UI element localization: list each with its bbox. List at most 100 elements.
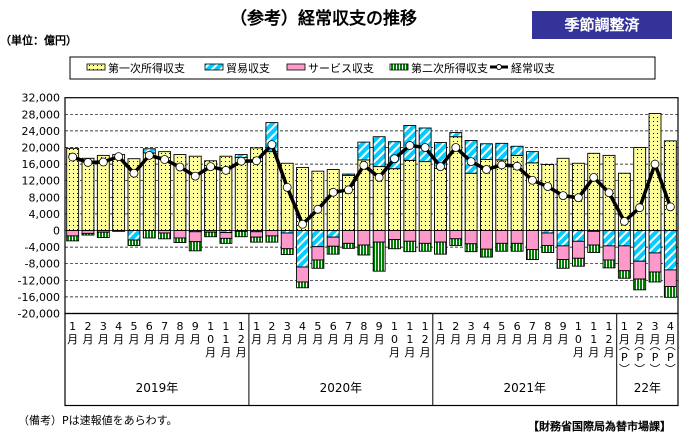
bar-trade — [480, 143, 493, 160]
x-tick-label: 月 — [312, 333, 323, 346]
bar-services — [556, 245, 570, 260]
current-account-point — [604, 188, 614, 198]
x-tick-label: 2 — [606, 333, 613, 346]
x-tick-label: 5 — [130, 320, 137, 333]
x-tick-label: 4 — [115, 320, 122, 333]
bar-services — [326, 236, 340, 247]
y-tick-label: 8,000 — [29, 191, 61, 204]
y-tick-label: 24,000 — [22, 125, 61, 138]
x-tick-label: 6 — [146, 320, 153, 333]
x-tick-label: 月 — [450, 333, 461, 346]
legend-swatch — [286, 63, 306, 71]
x-tick-label: 4 — [667, 320, 674, 333]
current-account-point — [528, 175, 537, 185]
bar-services — [311, 246, 325, 261]
bar-secondary-income — [311, 259, 325, 269]
bar-primary-income — [81, 157, 95, 231]
bar-secondary-income — [250, 236, 263, 243]
paren-bottom — [619, 363, 630, 367]
bar-services — [372, 230, 386, 243]
bar-trade — [296, 230, 309, 268]
seasonally-adjusted-badge: 季節調整済 — [532, 11, 672, 39]
bar-trade — [495, 142, 509, 161]
x-tick-label: 月 — [650, 333, 661, 346]
legend-label: 貿易収支 — [226, 62, 270, 75]
current-account-line — [72, 141, 672, 228]
x-tick-label: 3 — [468, 320, 475, 333]
x-tick-label: 2 — [636, 320, 643, 333]
current-account-point — [144, 150, 154, 160]
x-tick-label: 月 — [113, 333, 124, 346]
x-tick-label: 月 — [297, 333, 308, 346]
current-account-point — [482, 165, 491, 174]
x-tick-label: 2 — [452, 320, 459, 333]
bar-secondary-income — [342, 242, 355, 249]
bar-secondary-income — [81, 232, 95, 236]
x-tick-label: 9 — [192, 320, 199, 333]
bar-secondary-income — [142, 230, 156, 239]
x-tick-label: 月 — [67, 333, 78, 346]
bar-primary-income — [587, 152, 601, 231]
x-tick-label: 1 — [253, 320, 260, 333]
bar-secondary-income — [204, 231, 218, 238]
current-account-point — [497, 160, 507, 170]
y-tick-label: -12,000 — [18, 274, 60, 287]
x-tick-label: 月 — [374, 333, 385, 346]
bar-primary-income — [418, 161, 432, 231]
bar-trade — [648, 230, 662, 254]
bar-primary-income — [434, 167, 447, 231]
x-tick-label: 月 — [496, 333, 507, 346]
year-label: 2021年 — [503, 381, 546, 395]
bar-secondary-income — [296, 281, 309, 289]
x-tick-label: 月 — [174, 333, 185, 346]
x-tick-label: 月 — [619, 333, 630, 346]
bar-services — [434, 230, 447, 243]
bar-secondary-income — [127, 239, 141, 246]
x-tick-label: 8 — [544, 320, 551, 333]
x-tick-label: 1 — [406, 320, 413, 333]
bar-secondary-income — [571, 257, 585, 267]
bar-services — [66, 230, 80, 237]
x-tick-label: 1 — [422, 320, 429, 333]
bar-primary-income — [633, 147, 647, 231]
bar-services — [265, 230, 279, 237]
bar-secondary-income — [541, 244, 555, 253]
preliminary-mark: P — [667, 351, 674, 364]
bar-trade — [602, 230, 616, 247]
current-account-point — [512, 161, 522, 171]
bar-secondary-income — [663, 286, 677, 298]
legend-label: 第一次所得収支 — [108, 61, 185, 75]
y-tick-label: 4,000 — [29, 208, 61, 221]
bar-secondary-income — [326, 245, 340, 255]
current-account-point — [83, 158, 93, 167]
bar-services — [449, 230, 463, 240]
current-account-point — [282, 182, 292, 192]
x-tick-label: 7 — [529, 320, 536, 333]
x-tick-label: 4 — [483, 320, 490, 333]
bar-secondary-income — [648, 271, 662, 283]
x-tick-label: 2 — [238, 333, 245, 346]
current-account-point — [221, 165, 231, 175]
bar-trade — [127, 230, 141, 241]
bar-services — [464, 230, 478, 245]
x-tick-label: 8 — [360, 320, 367, 333]
bar-services — [663, 269, 677, 287]
bar-secondary-income — [265, 235, 279, 243]
bar-primary-income — [464, 172, 478, 231]
bar-services — [388, 230, 401, 241]
bar-secondary-income — [464, 243, 478, 253]
bar-secondary-income — [219, 237, 233, 244]
bar-secondary-income — [388, 239, 401, 250]
bar-services — [525, 230, 539, 251]
x-tick-label: 1 — [437, 320, 444, 333]
x-tick-label: 1 — [590, 320, 597, 333]
legend-swatch — [204, 63, 224, 71]
bar-services — [480, 230, 493, 250]
x-tick-label: 1 — [575, 320, 582, 333]
current-account-point — [328, 187, 338, 197]
current-account-point — [573, 193, 583, 203]
x-tick-label: 1 — [406, 333, 413, 346]
bar-secondary-income — [173, 237, 187, 243]
current-account-point — [436, 162, 445, 171]
current-account-point — [160, 155, 170, 164]
